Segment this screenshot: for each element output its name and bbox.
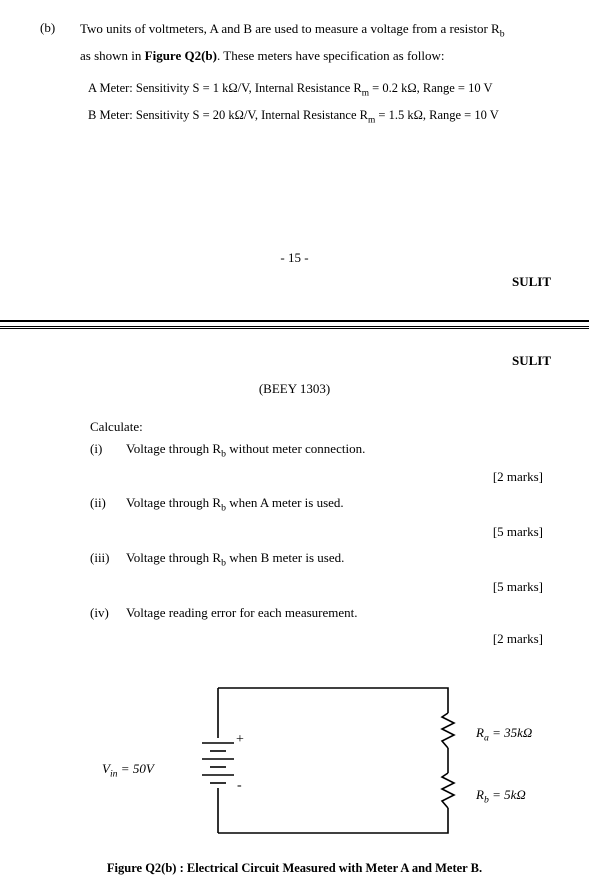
calc-text-1a: Voltage through R xyxy=(126,441,221,456)
header-sulit-top: SULIT xyxy=(38,274,551,290)
intro-line1-sub: b xyxy=(500,29,505,40)
spec-block: A Meter: Sensitivity S = 1 kΩ/V, Interna… xyxy=(88,77,551,130)
calc-item-4: (iv) Voltage reading error for each meas… xyxy=(90,605,551,621)
intro-block: Two units of voltmeters, A and B are use… xyxy=(80,18,551,67)
marks-2: [5 marks] xyxy=(90,524,543,540)
divider-thin-1 xyxy=(0,326,589,327)
calc-heading: Calculate: xyxy=(90,419,551,435)
spec-b-1: B Meter: Sensitivity S = 20 kΩ/V, Intern… xyxy=(88,108,368,122)
spec-b-2: = 1.5 kΩ, Range = 10 V xyxy=(375,108,499,122)
svg-text:-: - xyxy=(237,778,242,793)
part-label: (b) xyxy=(40,20,55,36)
intro-line2-bold: Figure Q2(b) xyxy=(145,48,217,63)
header-sulit-mid: SULIT xyxy=(38,353,551,369)
intro-line2a: as shown in xyxy=(80,48,145,63)
calc-text-3a: Voltage through R xyxy=(126,550,221,565)
spec-a-sub: m xyxy=(362,89,369,99)
intro-line1a: Two units of voltmeters, A and B are use… xyxy=(80,21,500,36)
calc-item-2: (ii) Voltage through Rb when A meter is … xyxy=(90,495,551,514)
marks-4: [2 marks] xyxy=(90,631,543,647)
vin-a: V xyxy=(102,761,110,776)
spec-a-1: A Meter: Sensitivity S = 1 kΩ/V, Interna… xyxy=(88,81,362,95)
ra-label: Ra = 35kΩ xyxy=(476,725,532,744)
vin-label: Vin = 50V xyxy=(102,761,154,780)
page-number: - 15 - xyxy=(38,250,551,266)
rb-label: Rb = 5kΩ xyxy=(476,787,526,806)
figure-caption: Figure Q2(b) : Electrical Circuit Measur… xyxy=(38,861,551,876)
vin-b: = 50V xyxy=(118,761,154,776)
rb-b: = 5kΩ xyxy=(489,787,526,802)
calc-item-1: (i) Voltage through Rb without meter con… xyxy=(90,441,551,460)
calc-text-1b: without meter connection. xyxy=(226,441,365,456)
ra-b: = 35kΩ xyxy=(489,725,532,740)
calc-text-2a: Voltage through R xyxy=(126,495,221,510)
vin-sub: in xyxy=(110,768,118,779)
marks-1: [2 marks] xyxy=(90,469,543,485)
circuit-diagram: + - xyxy=(158,673,478,848)
calc-roman-3: (iii) xyxy=(90,550,126,569)
course-code: (BEEY 1303) xyxy=(38,381,551,397)
calc-roman-1: (i) xyxy=(90,441,126,460)
calc-text-3b: when B meter is used. xyxy=(226,550,344,565)
spec-a-2: = 0.2 kΩ, Range = 10 V xyxy=(369,81,493,95)
calc-text-4a: Voltage reading error for each measureme… xyxy=(126,605,358,620)
divider-thick xyxy=(0,320,589,322)
calc-roman-4: (iv) xyxy=(90,605,126,621)
intro-line2b: . These meters have specification as fol… xyxy=(217,48,445,63)
calc-text-2b: when A meter is used. xyxy=(226,495,344,510)
calc-roman-2: (ii) xyxy=(90,495,126,514)
divider-thin-2 xyxy=(0,328,589,329)
calc-section: Calculate: (i) Voltage through Rb withou… xyxy=(90,419,551,647)
calc-item-3: (iii) Voltage through Rb when B meter is… xyxy=(90,550,551,569)
svg-text:+: + xyxy=(236,732,244,747)
figure-area: Vin = 50V Ra = 35kΩ Rb = 5kΩ xyxy=(38,673,551,853)
marks-3: [5 marks] xyxy=(90,579,543,595)
